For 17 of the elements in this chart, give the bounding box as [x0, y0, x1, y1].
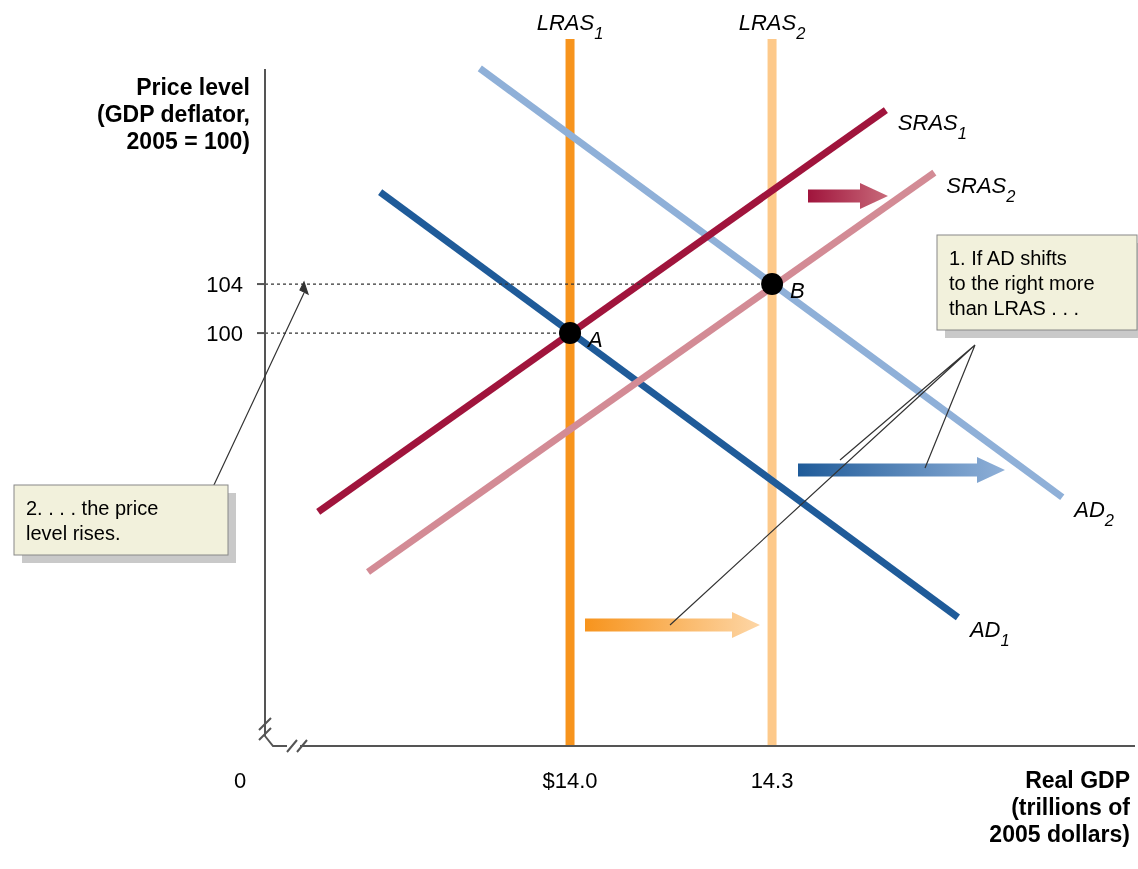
- annotation: A: [586, 327, 603, 353]
- y-tick-label: 100: [206, 321, 243, 347]
- annotation: B: [790, 278, 805, 304]
- text: 0: [233, 768, 247, 793]
- ref-line-label: LRAS$_{2}$: [738, 10, 806, 42]
- y-axis-title: Price level (GDP deflator, 2005 = 100): [97, 74, 250, 154]
- series-label: AD$_{2}$: [1072, 497, 1115, 530]
- ref-line-label: LRAS$_{1}$: [536, 10, 604, 42]
- annotation: 1. If AD shifts to the right more than LRAS . . .: [949, 247, 1095, 319]
- x-tick-label: 14.3: [750, 768, 794, 793]
- series-label: AD$_{1}$: [967, 617, 1010, 650]
- x-axis-title: Real GDP (trillions of 2005 dollars): [989, 767, 1131, 847]
- text: 2. . . . the price level rises.: [26, 497, 159, 544]
- series-label: SRAS$_{1}$: [897, 110, 967, 143]
- x-tick-label: $14.0: [542, 768, 598, 793]
- y-tick-label: 104: [206, 272, 243, 298]
- series-label: SRAS$_{2}$: [946, 172, 1016, 205]
